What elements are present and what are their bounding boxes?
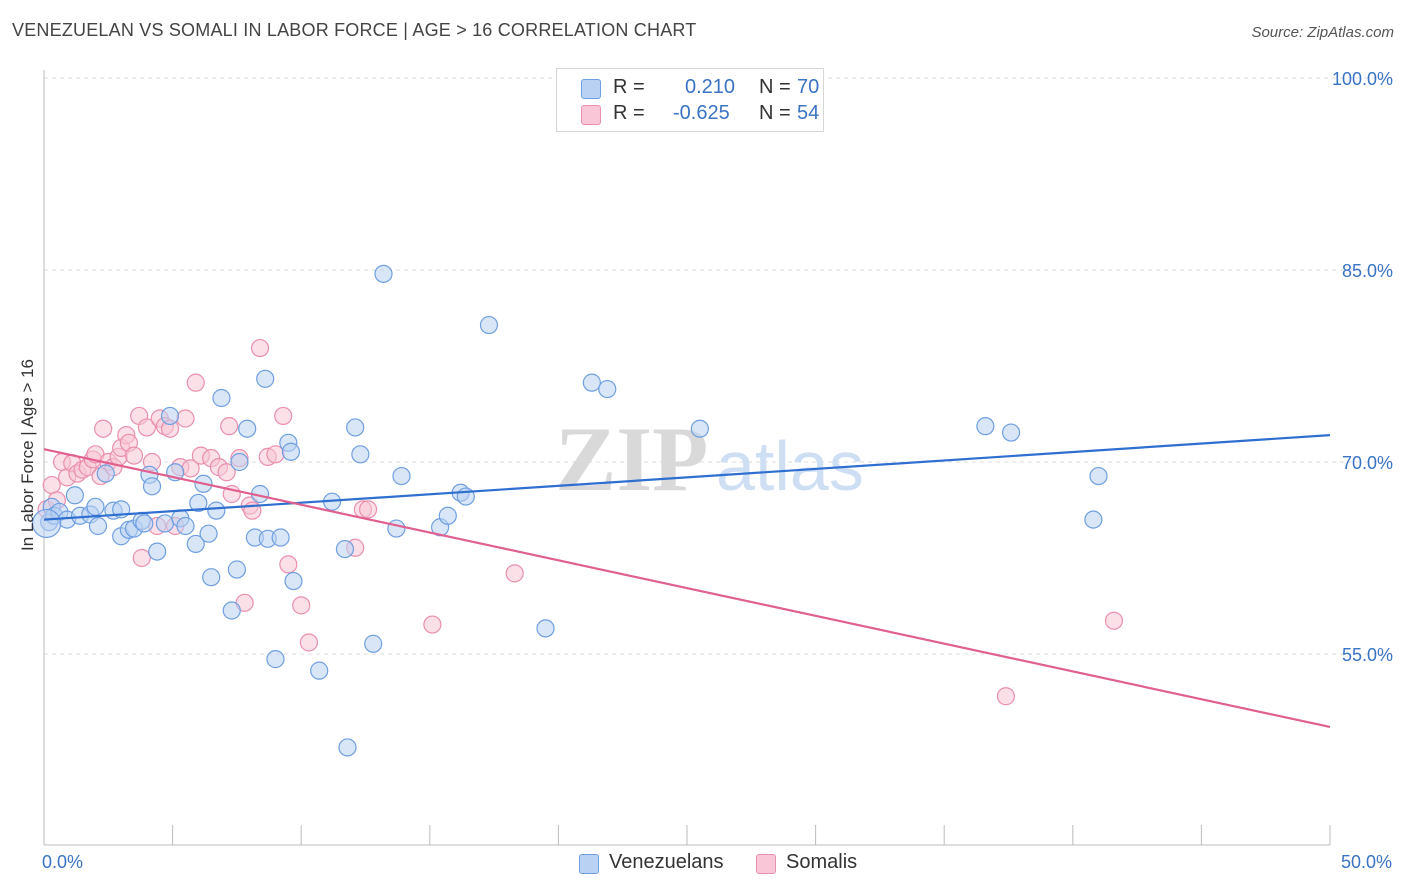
somali-point [42,475,61,495]
somali-point [186,373,205,392]
venezuelan-point [86,497,105,516]
venezuelan-point [202,568,221,587]
venezuelan-point [438,506,457,525]
venezuelan-point [207,501,226,520]
somali-trend-line [43,448,1331,729]
legend-r-value: -0.625 [673,102,730,124]
legend-r-label: R = [613,102,645,124]
somali-point [279,555,298,574]
venezuelan-point [148,542,167,561]
bottom-legend-swatch-blue [579,854,599,874]
bottom-legend-label: Somalis [786,851,858,873]
venezuelan-point [230,452,249,472]
venezuelan-point [364,634,383,653]
legend-swatch-blue [581,79,601,99]
chart-title: VENEZUELAN VS SOMALI IN LABOR FORCE | AG… [12,20,697,40]
somali-point [137,418,156,437]
venezuelan-trend-line [43,434,1331,521]
venezuelan-point [310,661,329,680]
watermark: ZIP atlas [555,408,864,510]
venezuelan-point [31,508,62,539]
venezuelan-point [212,388,231,408]
somali-point [132,548,151,568]
somali-point [250,338,270,358]
bottom-legend-label: Venezuelans [609,851,724,873]
somali-point [217,463,236,482]
venezuelan-point [256,369,275,388]
somali-point [423,615,442,634]
legend-n-value: 54 [797,102,820,124]
trend-lines [43,434,1331,729]
y-axis-label: In Labor Force | Age > 16 [18,358,37,552]
y-tick-label: 55.0% [1342,645,1393,665]
somali-point [176,409,195,428]
venezuelan-point [88,516,108,536]
venezuelan-point [266,650,285,669]
venezuelan-point [271,528,290,547]
somali-point [358,500,378,519]
x-axis-min-label: 0.0% [42,852,84,872]
venezuelan-point [186,534,205,554]
venezuelan-point [338,738,357,757]
y-tick-label: 70.0% [1342,453,1393,473]
venezuelan-point [690,419,709,438]
legend-n-value: 70 [797,76,820,98]
venezuelan-point [142,477,162,496]
x-axis-max-label: 50.0% [1340,852,1392,872]
venezuelan-point [281,442,301,461]
venezuelan-point [1001,423,1021,442]
venezuelan-point [479,315,499,335]
somali-points [37,338,1124,706]
somali-point [274,406,293,426]
venezuelan-point [387,519,406,538]
somali-point [124,446,144,465]
somali-point [996,687,1016,706]
somali-point [292,596,311,615]
venezuelan-point [346,418,365,437]
venezuelan-point [135,514,154,533]
somali-point [505,564,524,583]
venezuelan-point [155,514,174,533]
venezuelan-point [189,493,208,513]
watermark-zip: ZIP [555,408,708,510]
venezuelan-point [374,264,393,283]
bottom-legend-swatch-pink [756,854,776,874]
venezuelan-point [227,560,246,579]
venezuelan-point [238,419,257,438]
watermark-atlas: atlas [716,427,864,505]
legend-r-value: 0.210 [685,76,736,98]
venezuelan-point [976,417,995,436]
venezuelan-point [176,516,195,536]
venezuelan-point [65,486,84,505]
venezuelan-point [222,601,241,620]
y-tick-labels: 55.0% 70.0% 85.0% 100.0% [1332,69,1393,665]
venezuelan-point [598,379,617,399]
somali-point [220,417,239,436]
venezuelan-point [96,464,115,483]
legend-n-label: N = [759,102,791,124]
venezuelan-point [1089,466,1108,486]
venezuelan-point [392,466,411,486]
venezuelan-point [199,524,218,543]
legend-r-label: R = [613,76,645,98]
venezuelan-point [284,571,303,591]
gridlines [44,77,1392,655]
venezuelan-point [1084,510,1103,529]
venezuelan-point [582,373,601,392]
source-label: Source: ZipAtlas.com [1251,24,1394,41]
somali-point [1104,611,1124,630]
y-tick-label: 100.0% [1332,69,1393,89]
correlation-legend: R = 0.210 N = 70 R = -0.625 N = 54 [556,68,824,132]
legend-n-label: N = [759,76,791,98]
venezuelan-point [536,619,555,638]
somali-point [94,419,113,438]
venezuelan-point [160,406,180,426]
axes [43,70,1331,846]
somali-point [299,633,319,652]
legend-swatch-pink [581,105,601,125]
venezuelan-point [335,539,355,559]
venezuelan-point [351,445,370,464]
y-tick-label: 85.0% [1342,261,1393,281]
